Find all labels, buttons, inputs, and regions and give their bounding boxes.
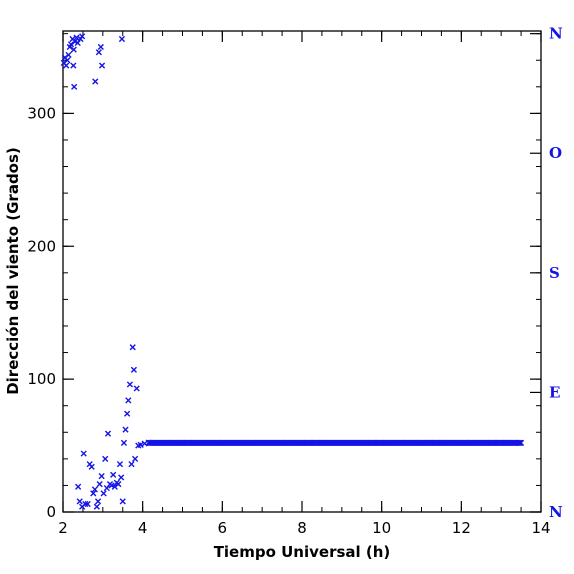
data-point (82, 500, 89, 508)
y-tick-label: 200 (27, 237, 56, 255)
y-tick-label: 300 (27, 104, 56, 122)
data-point (65, 51, 72, 59)
data-point (71, 83, 78, 90)
compass-labels: N O S E N (549, 25, 563, 521)
data-point (67, 41, 75, 48)
data-point (70, 62, 77, 69)
data-point (80, 450, 87, 457)
data-point (133, 385, 140, 392)
data-point (115, 481, 122, 488)
data-point (73, 34, 80, 41)
compass-label: O (549, 144, 562, 162)
x-tick-label: 4 (138, 519, 148, 537)
data-point (126, 381, 134, 388)
data-point (90, 490, 97, 497)
compass-label: N (549, 503, 563, 521)
data-point (124, 410, 131, 417)
data-point (100, 490, 107, 497)
compass-label: E (549, 383, 560, 401)
data-point (98, 473, 105, 480)
data-point (122, 426, 129, 433)
data-point (92, 78, 99, 85)
x-tick-label: 14 (531, 519, 550, 537)
compass-label: S (549, 264, 560, 282)
data-point (91, 486, 98, 493)
data-point (93, 503, 100, 510)
data-point (64, 57, 71, 64)
data-point (63, 62, 70, 69)
x-tick-label: 6 (218, 519, 228, 537)
data-point (94, 498, 102, 505)
data-point (75, 483, 82, 490)
data-point (120, 439, 128, 447)
data-point (125, 397, 132, 404)
x-axis-label: Tiempo Universal (h) (214, 543, 391, 561)
data-point (118, 474, 125, 481)
y-axis-label: Dirección del viento (Grados) (4, 147, 22, 395)
data-point (76, 498, 83, 505)
data-point (97, 43, 104, 51)
data-point (84, 500, 91, 508)
compass-label: N (549, 25, 563, 43)
x-tick-label: 2 (58, 519, 68, 537)
data-point (129, 344, 136, 351)
data-point (98, 62, 106, 69)
data-point (137, 441, 144, 448)
data-point (104, 430, 112, 437)
data-point (132, 455, 139, 462)
x-tick-label: 10 (372, 519, 391, 537)
data-point (108, 482, 115, 489)
data-point (128, 461, 135, 468)
data-point (517, 439, 525, 447)
data-point (96, 481, 103, 488)
data-point (70, 46, 77, 53)
y-tick-label: 100 (27, 370, 56, 388)
data-point (110, 471, 117, 478)
data-points (60, 33, 525, 510)
x-tick-labels: 2 4 6 8 10 12 14 (58, 519, 550, 537)
data-point (88, 463, 95, 470)
plot-frame (62, 30, 542, 513)
y-tick-labels: 0 100 200 300 (27, 104, 56, 521)
x-tick-label: 12 (452, 519, 471, 537)
minor-ticks (62, 31, 542, 513)
data-point (118, 35, 126, 43)
data-point (130, 366, 137, 373)
data-point (79, 33, 86, 40)
data-point (95, 49, 102, 56)
data-point (116, 461, 124, 468)
data-point (74, 39, 81, 47)
x-tick-label: 8 (297, 519, 307, 537)
y-tick-label: 0 (46, 503, 56, 521)
major-ticks (62, 31, 542, 513)
data-point (102, 455, 109, 462)
data-point (119, 498, 126, 505)
